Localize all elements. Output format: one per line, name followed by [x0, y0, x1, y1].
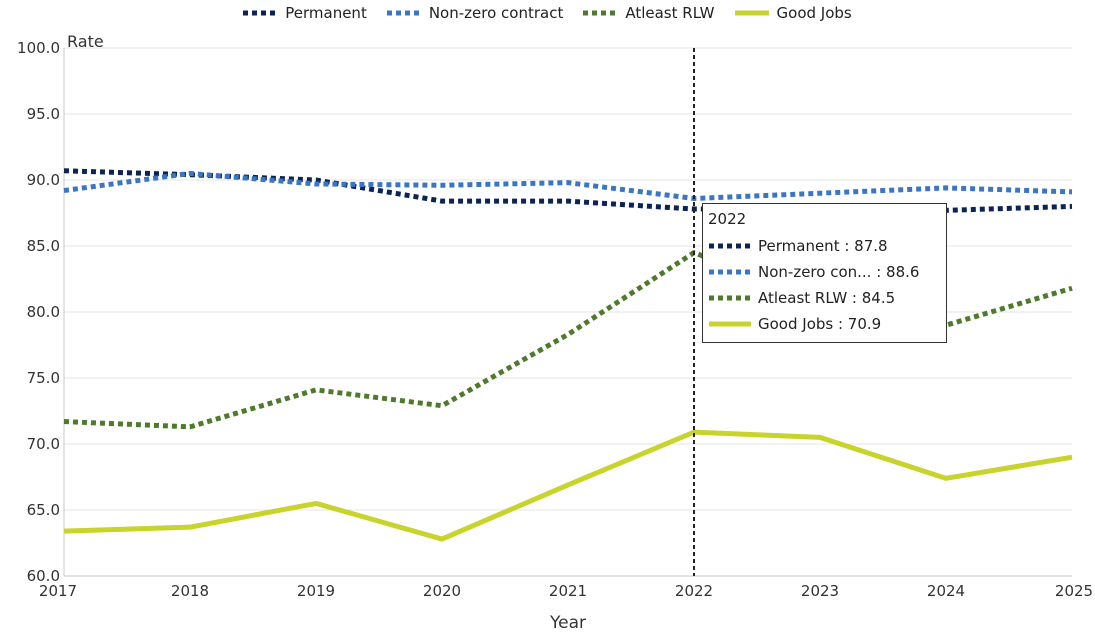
tooltip-row-non-zero-contract: Non-zero con... : 88.6	[709, 263, 919, 281]
series-line-non-zero-contract[interactable]	[63, 170, 1073, 201]
legend-item-atleast-rlw[interactable]: Atleast RLW	[583, 4, 715, 22]
y-tick-label: 75.0	[27, 369, 60, 387]
y-tick-label: 100.0	[17, 39, 60, 57]
legend-item-permanent[interactable]: Permanent	[243, 4, 367, 22]
y-tick-label: 85.0	[27, 237, 60, 255]
y-tick-label: 90.0	[27, 171, 60, 189]
legend-label: Good Jobs	[776, 4, 852, 22]
y-tick-label: 70.0	[27, 435, 60, 453]
y-axis-title: Rate	[67, 32, 104, 51]
legend: Permanent Non-zero contract Atleast RLW …	[0, 4, 1095, 22]
x-tick-label: 2018	[171, 582, 209, 600]
x-axis-title: Year	[549, 613, 586, 633]
x-axis: 2017 2018 2019 2020 2021 2022 2023 2024 2025	[39, 575, 1093, 600]
legend-label: Atleast RLW	[625, 4, 715, 22]
y-tick-label: 80.0	[27, 303, 60, 321]
gridlines	[64, 47, 1072, 577]
tooltip-row-good-jobs: Good Jobs : 70.9	[709, 315, 881, 333]
tooltip-row-label: Non-zero con... : 88.6	[758, 263, 920, 281]
legend-label: Permanent	[285, 4, 367, 22]
x-tick-label: 2020	[423, 582, 461, 600]
series-line-good-jobs[interactable]	[63, 429, 1073, 542]
legend-label: Non-zero contract	[428, 4, 564, 22]
x-tick-label: 2022	[675, 582, 713, 600]
tooltip-row-permanent: Permanent : 87.8	[709, 237, 888, 255]
y-axis: 60.0 65.0 70.0 75.0 80.0 85.0 90.0 95.0 100.0	[17, 39, 65, 585]
x-tick-label: 2023	[801, 582, 839, 600]
x-tick-label: 2024	[927, 582, 965, 600]
x-tick-label: 2017	[39, 582, 77, 600]
legend-item-good-jobs[interactable]: Good Jobs	[734, 4, 852, 22]
hover-tooltip: 2022 Permanent : 87.8 Non-zero con... : …	[702, 203, 947, 343]
tooltip-row-label: Atleast RLW : 84.5	[758, 289, 896, 307]
series-line-permanent[interactable]	[63, 168, 1073, 213]
legend-item-non-zero-contract[interactable]: Non-zero contract	[386, 4, 564, 22]
y-tick-label: 60.0	[27, 567, 60, 585]
x-tick-label: 2025	[1055, 582, 1093, 600]
tooltip-row-label: Good Jobs : 70.9	[758, 315, 882, 333]
x-tick-label: 2021	[549, 582, 587, 600]
y-tick-label: 95.0	[27, 105, 60, 123]
tooltip-title: 2022	[708, 210, 747, 228]
y-tick-label: 65.0	[27, 501, 60, 519]
x-tick-label: 2019	[297, 582, 335, 600]
tooltip-row-atleast-rlw: Atleast RLW : 84.5	[709, 289, 895, 307]
tooltip-row-label: Permanent : 87.8	[758, 237, 888, 255]
